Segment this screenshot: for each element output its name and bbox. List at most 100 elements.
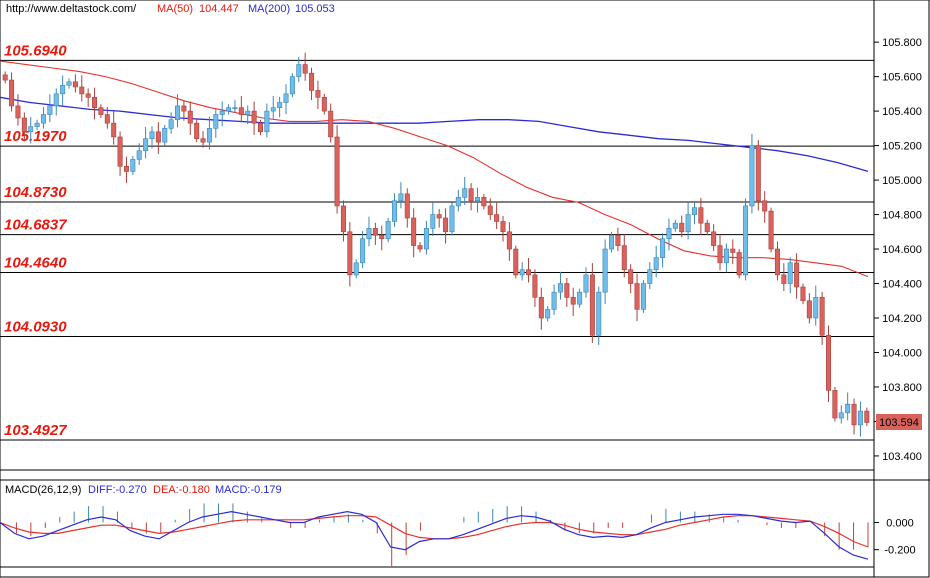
candle-body (679, 222, 685, 233)
candle-body (79, 86, 85, 95)
candle-body (149, 131, 155, 139)
candle-body (743, 205, 749, 276)
candle-body (800, 286, 806, 302)
macd-tick-label: 0.000 (886, 517, 914, 529)
candle-body (730, 248, 736, 253)
price-tick-label: 103.800 (882, 382, 922, 394)
candle-body (123, 165, 129, 172)
candle-body (838, 412, 844, 419)
current-price: 103.594 (879, 417, 919, 429)
candle-body (781, 274, 787, 284)
candle-body (334, 136, 340, 207)
current-price-tag: 103.594 (876, 414, 922, 430)
macd-axis-ticks: 0.000 -0.200 (874, 517, 916, 557)
candle-body (270, 107, 276, 112)
candle-body (130, 159, 136, 172)
price-tick-label: 103.400 (882, 451, 922, 463)
candle-body (845, 403, 851, 414)
candle-body (864, 410, 870, 423)
candle-body (283, 93, 289, 103)
price-tick-label: 104.800 (882, 210, 922, 222)
candle-body (328, 110, 334, 138)
candle-body (181, 105, 187, 112)
candle-body (672, 222, 678, 229)
macd-dea: DEA:-0.180 (153, 484, 210, 496)
macd-tick-label: -0.200 (884, 545, 915, 557)
candle-body (2, 74, 8, 81)
candle-body (257, 122, 263, 133)
price-tick-label: 105.800 (882, 37, 922, 49)
price-tick-label: 105.400 (882, 106, 922, 118)
candle-body (621, 245, 627, 271)
candle-body (832, 390, 838, 419)
candle-body (487, 205, 493, 215)
candle-body (577, 291, 583, 305)
ma50-value: 104.447 (199, 3, 239, 15)
candle-body (315, 90, 321, 98)
support-resistance-levels: 105.6940 105.1970 104.8730 104.6837 104.4640… (0, 42, 874, 441)
candle-body (717, 245, 723, 264)
macd-diff: DIFF:-0.270 (88, 484, 147, 496)
candle-body (9, 79, 15, 107)
ma50-label: MA(50) (157, 3, 193, 15)
candle-body (219, 110, 225, 115)
candle-body (628, 269, 634, 284)
candle-body (857, 410, 863, 426)
candle-body (309, 72, 315, 91)
candle-body (143, 138, 149, 152)
candle-body (749, 145, 755, 207)
candle-body (430, 214, 436, 229)
candle-body (226, 107, 232, 112)
candlesticks (2, 52, 870, 437)
candle-body (455, 197, 461, 207)
candle-body (851, 403, 857, 426)
candle-body (436, 214, 442, 219)
candle-body (245, 110, 251, 115)
candle-body (462, 188, 468, 198)
candle-body (264, 110, 270, 133)
candle-body (347, 231, 353, 276)
candle-body (666, 228, 672, 239)
price-tick-label: 104.400 (882, 279, 922, 291)
moving-average-lines (0, 60, 869, 278)
candle-body (423, 228, 429, 250)
candle-body (417, 245, 423, 250)
candle-body (277, 102, 283, 108)
candle-body (98, 107, 104, 115)
candle-body (787, 262, 793, 284)
candle-body (66, 81, 72, 86)
candle-body (213, 114, 219, 129)
candle-body (551, 291, 557, 310)
candle-body (411, 217, 417, 246)
candle-body (175, 105, 181, 121)
candle-body (660, 238, 666, 258)
candle-body (53, 93, 59, 107)
candle-body (704, 222, 710, 233)
candle-body (238, 107, 244, 115)
candle-body (813, 297, 819, 319)
candle-body (806, 300, 812, 319)
candle-body (736, 252, 742, 276)
candle-body (602, 248, 608, 293)
macd-name: MACD(26,12,9) (5, 484, 81, 496)
candle-body (162, 128, 168, 143)
candle-body (711, 231, 717, 246)
candle-body (289, 76, 295, 95)
candle-body (398, 193, 404, 202)
candle-body (640, 283, 646, 310)
candle-body (474, 197, 480, 202)
candle-body (168, 119, 174, 129)
candle-body (526, 269, 532, 276)
candle-body (251, 110, 257, 124)
candle-body (321, 97, 327, 112)
candle-body (136, 150, 142, 160)
candle-body (15, 105, 21, 119)
candle-body (72, 81, 78, 88)
price-tick-label: 105.000 (882, 175, 922, 187)
candle-body (111, 122, 117, 138)
candle-body (468, 188, 474, 202)
macd-header: MACD(26,12,9) DIFF:-0.270 DEA:-0.180 MAC… (5, 484, 282, 496)
candle-body (194, 122, 200, 139)
price-tick-label: 105.600 (882, 72, 922, 84)
price-tick-label: 105.200 (882, 141, 922, 153)
